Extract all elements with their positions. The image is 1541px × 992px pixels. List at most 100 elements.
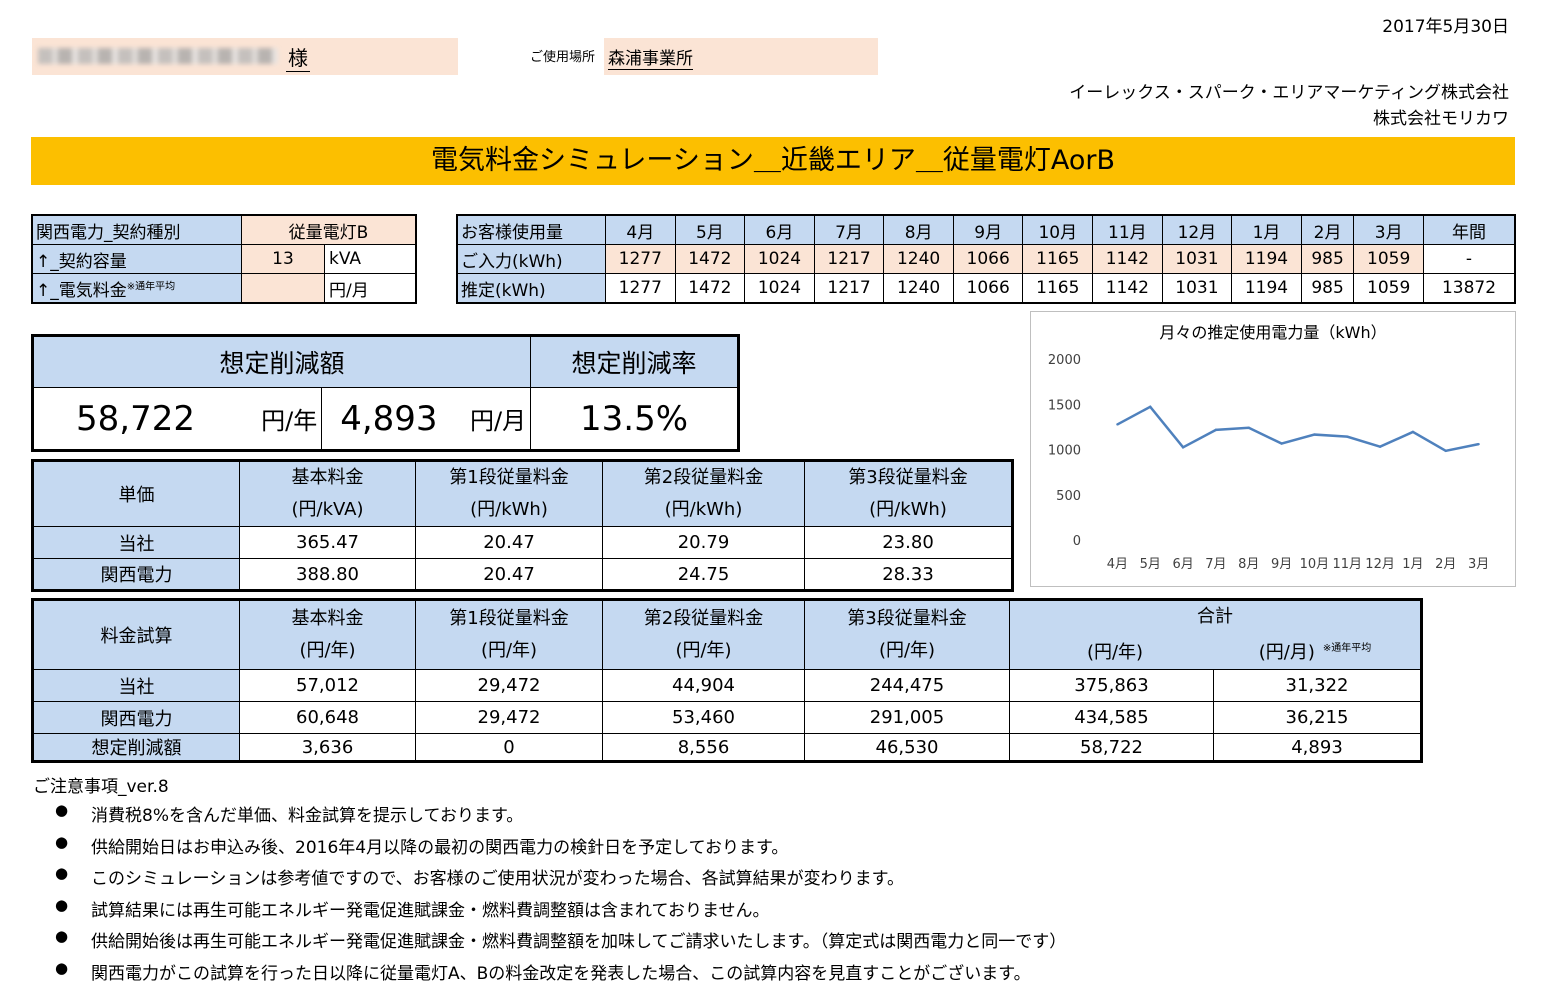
calc-header: 第1段従量料金 (円/年) (415, 599, 603, 670)
contract-fee-unit: 円/月 (324, 273, 417, 304)
contract-type-label: 関西電力_契約種別 (31, 214, 242, 245)
row-label: 当社 (32, 526, 240, 559)
table-cell: 44,904 (602, 669, 805, 702)
month-header: 8月 (883, 214, 954, 245)
chart-y-tick-label: 2000 (1048, 353, 1081, 368)
savings-monthly-unit: 円/月 (465, 387, 532, 451)
note-item: 試算結果には再生可能エネルギー発電促進賦課金・燃料費調整額は含まれておりません。 (33, 896, 1066, 928)
contract-fee-note: ※通年平均 (126, 280, 176, 292)
calc-total-month-unit: (円/月) (1258, 642, 1315, 663)
usage-place-label: ご使用場所 (530, 50, 596, 65)
calc-header-title: 第3段従量料金 (847, 608, 967, 629)
input-year-value: - (1423, 244, 1516, 274)
input-value: 985 (1300, 244, 1355, 274)
table-cell: 20.47 (415, 558, 603, 591)
chart-y-tick-label: 0 (1073, 534, 1081, 549)
note-item: このシミュレーションは参考値ですので、お客様のご使用状況が変わった場合、各試算結… (33, 864, 1066, 896)
savings-amount-label: 想定削減額 (31, 335, 532, 388)
calc-header: 第2段従量料金 (円/年) (602, 599, 805, 670)
redacted-customer-name (38, 48, 278, 64)
row-label: 関西電力 (32, 701, 240, 734)
company-name-2: 株式会社モリカワ (1373, 109, 1509, 129)
chart-y-tick-label: 1000 (1048, 444, 1081, 459)
contract-fee-label: ↑_電気料金 (36, 280, 127, 301)
estimate-value: 1472 (674, 273, 746, 304)
unit-price-header: 第3段従量料金 (円/kWh) (804, 460, 1013, 527)
chart-x-tick-label: 12月 (1365, 557, 1395, 572)
table-cell: 29,472 (415, 669, 603, 702)
unit-price-header: 第2段従量料金 (円/kWh) (602, 460, 805, 527)
table-cell: 57,012 (239, 669, 416, 702)
calc-header-title: 基本料金 (291, 608, 364, 629)
table-cell: 0 (415, 733, 603, 762)
table-cell: 29,472 (415, 701, 603, 734)
table-cell: 375,863 (1009, 669, 1214, 702)
estimate-value: 1240 (883, 273, 954, 304)
chart-x-tick-label: 2月 (1435, 557, 1456, 572)
estimate-row-label: 推定(kWh) (456, 273, 606, 304)
calc-header-unit: (円/年) (480, 640, 538, 661)
month-header: 11月 (1092, 214, 1163, 245)
calc-header-unit: (円/年) (675, 640, 732, 661)
unit-price-header-title: 基本料金 (291, 467, 364, 488)
table-cell: 365.47 (239, 526, 416, 559)
calc-header-unit: (円/年) (299, 640, 356, 661)
note-item: 消費税8%を含んだ単価、料金試算を提示しております。 (33, 801, 1066, 833)
usage-place-field: 森浦事業所 (604, 38, 878, 75)
month-header: 12月 (1161, 214, 1233, 245)
table-cell: 244,475 (804, 669, 1010, 702)
table-cell: 31,322 (1213, 669, 1422, 702)
input-value: 1217 (813, 244, 885, 274)
unit-price-header-unit: (円/kVA) (291, 499, 364, 520)
chart-svg: 月々の推定使用電力量（kWh） 0 500 1000 1500 2000 4月 5月 6月 7… (1048, 323, 1489, 572)
chart-data-point (1280, 442, 1283, 445)
unit-price-header-title: 第2段従量料金 (643, 467, 764, 488)
chart-x-tick-label: 4月 (1107, 557, 1128, 572)
usage-place-value: 森浦事業所 (608, 44, 693, 70)
unit-price-header-unit: (円/kWh) (664, 499, 743, 520)
table-cell: 58,722 (1009, 733, 1214, 762)
calc-total-year-unit: (円/年) (1086, 642, 1144, 663)
chart-x-tick-label: 9月 (1271, 557, 1292, 572)
estimate-value: 1066 (952, 273, 1024, 304)
month-header: 5月 (674, 214, 746, 245)
savings-yearly-value: 58,722 (31, 387, 242, 451)
savings-summary: 想定削減額 想定削減率 58,722 円/年 4,893 円/月 13.5% (31, 334, 740, 452)
estimate-value: 985 (1300, 273, 1355, 304)
unit-price-corner: 単価 (32, 460, 240, 527)
chart-x-tick-label: 6月 (1172, 557, 1193, 572)
customer-name-field: 様 (32, 38, 458, 75)
document-date: 2017年5月30日 (1382, 17, 1509, 37)
table-cell: 20.79 (602, 526, 805, 559)
chart-y-tick-label: 500 (1056, 489, 1081, 504)
chart-data-point (1378, 445, 1382, 448)
chart-x-tick-label: 10月 (1300, 557, 1330, 572)
table-cell: 20.47 (415, 526, 603, 559)
chart-data-point (1214, 428, 1218, 432)
table-cell: 291,005 (804, 701, 1010, 734)
table-cell: 60,648 (239, 701, 416, 734)
chart-x-tick-label: 11月 (1332, 557, 1362, 572)
notes-list: 消費税8%を含んだ単価、料金試算を提示しております。 供給開始日はお申込み後、2… (33, 801, 1066, 990)
estimate-year-value: 13872 (1423, 273, 1516, 304)
input-value: 1024 (744, 244, 815, 274)
usage-header-label: お客様使用量 (456, 214, 606, 245)
month-header: 1月 (1231, 214, 1302, 245)
month-header: 4月 (605, 214, 676, 245)
unit-price-header-title: 第3段従量料金 (848, 467, 968, 488)
month-header: 6月 (744, 214, 815, 245)
row-label: 当社 (32, 669, 240, 702)
table-cell: 28.33 (804, 558, 1013, 591)
contract-fee-value (241, 273, 325, 304)
table-cell: 23.80 (804, 526, 1013, 559)
input-value: 1194 (1231, 244, 1302, 274)
table-cell: 4,893 (1213, 733, 1422, 762)
contract-type-value: 従量電灯B (241, 214, 417, 245)
calc-corner: 料金試算 (32, 599, 240, 670)
unit-price-table: 単価 基本料金 (円/kVA) 第1段従量料金 (円/kWh) 第2段従量料金 (円/… (31, 459, 1014, 592)
estimate-value: 1142 (1092, 273, 1163, 304)
input-value: 1165 (1022, 244, 1094, 274)
savings-rate-label: 想定削減率 (530, 335, 739, 388)
month-header: 9月 (952, 214, 1024, 245)
chart-data-point (1346, 435, 1349, 438)
